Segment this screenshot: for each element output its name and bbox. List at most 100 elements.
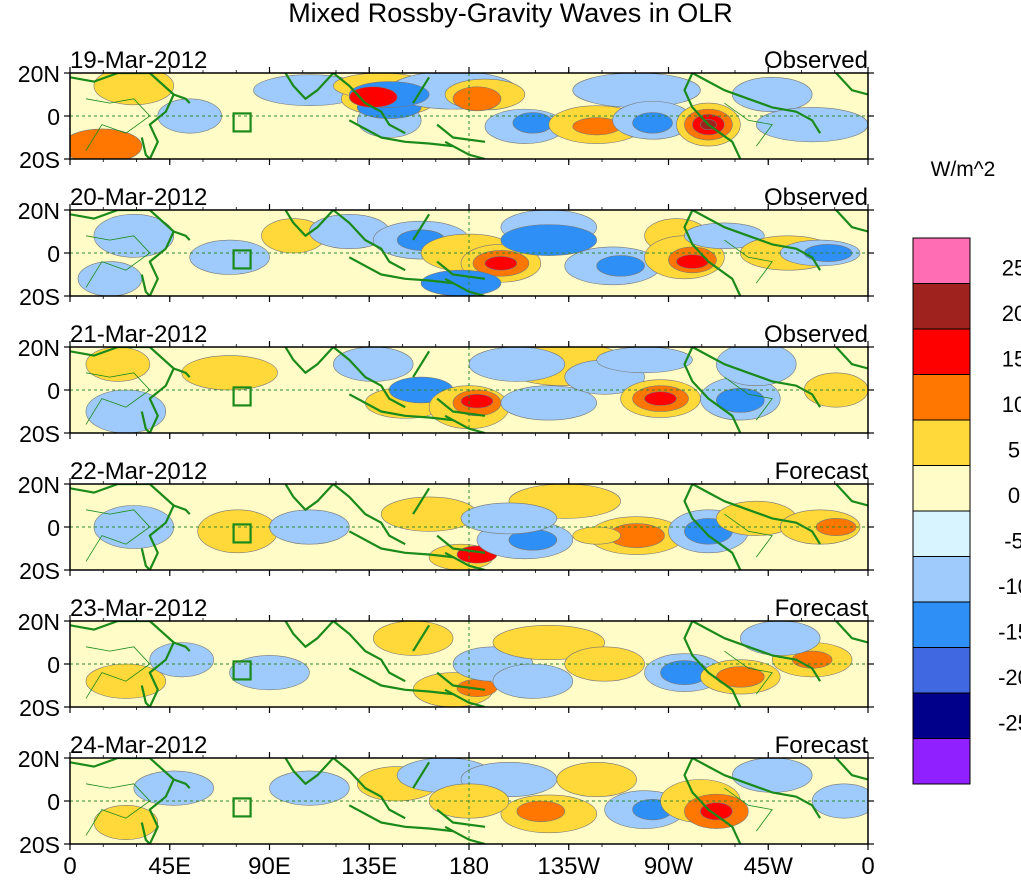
positive-anomaly xyxy=(70,128,143,159)
colorbar-swatch xyxy=(912,237,971,284)
coastline-philippines xyxy=(412,350,431,378)
panel-type: Forecast xyxy=(775,458,869,485)
panel-date: 22-Mar-2012 xyxy=(70,458,207,485)
positive-anomaly xyxy=(492,624,605,661)
reference-box xyxy=(232,660,252,681)
lat-label: 20N xyxy=(18,746,60,772)
map-panel: 20N 0 20S 21-Mar-2012 Observed xyxy=(18,321,874,447)
coastline-indonesia xyxy=(348,393,454,422)
panel-type: Forecast xyxy=(775,732,869,759)
coastline-west-africa xyxy=(835,347,868,370)
negative-anomaly xyxy=(333,347,414,382)
positive-anomaly xyxy=(516,800,566,822)
panel-type: Observed xyxy=(764,321,868,348)
borders-south-america xyxy=(724,102,773,147)
positive-anomaly xyxy=(197,509,278,554)
map-panel: 20N 0 20S 19-Mar-2012 Observed xyxy=(18,47,874,173)
coastline-australia xyxy=(444,688,486,707)
lat-label: 0 xyxy=(47,104,60,130)
negative-anomaly xyxy=(684,222,765,249)
coastline-americas-east xyxy=(691,621,822,682)
colorbar-swatch xyxy=(912,601,971,648)
panel-type: Observed xyxy=(764,184,868,211)
coastline-madagascar xyxy=(140,822,151,844)
coastline-indonesia xyxy=(348,256,454,285)
negative-anomaly xyxy=(492,663,574,699)
positive-anomaly xyxy=(452,86,502,112)
colorbar-swatch xyxy=(912,692,971,739)
figure-title: Mixed Rossby-Gravity Waves in OLR xyxy=(288,0,733,28)
colorbar-swatch xyxy=(912,465,971,512)
negative-anomaly xyxy=(632,112,673,134)
panel-date: 21-Mar-2012 xyxy=(70,321,207,348)
negative-anomaly xyxy=(596,347,693,374)
lon-label: 90E xyxy=(248,853,291,880)
lat-label: 20N xyxy=(18,198,60,224)
coastline-australia xyxy=(444,414,486,433)
coastline-west-africa xyxy=(835,210,868,233)
coastline-philippines xyxy=(412,487,431,515)
coastline-india xyxy=(284,210,335,237)
positive-anomaly xyxy=(700,802,733,821)
negative-anomaly xyxy=(755,107,868,143)
coastline-new-guinea xyxy=(436,671,486,691)
coastline-se-asia xyxy=(332,758,406,820)
panel-type: Observed xyxy=(764,47,868,74)
coastline-madagascar xyxy=(140,137,151,159)
positive-anomaly xyxy=(181,355,278,391)
coastline-new-guinea xyxy=(436,397,486,417)
colorbar: W/m^2 25 20 15 10 5 0 -5 -10 -15 -20 -25 xyxy=(912,158,1021,785)
positive-anomaly xyxy=(372,621,454,656)
coastline-indonesia xyxy=(348,804,454,833)
positive-anomaly xyxy=(644,391,677,406)
borders-south-america xyxy=(724,513,773,558)
negative-anomaly xyxy=(716,347,797,386)
coastline-americas-east xyxy=(691,347,822,408)
positive-anomaly xyxy=(572,526,621,545)
lat-label: 20S xyxy=(19,284,60,310)
colorbar-swatch xyxy=(912,556,971,603)
coastline-west-africa xyxy=(835,758,868,781)
colorbar-swatch xyxy=(912,647,971,694)
negative-anomaly xyxy=(596,255,645,277)
colorbar-swatch xyxy=(912,328,971,375)
lat-label: 20S xyxy=(19,147,60,173)
lat-label: 20N xyxy=(18,472,60,498)
colorbar-label: 15 xyxy=(1002,347,1021,372)
coastline-new-guinea xyxy=(436,808,486,828)
colorbar-label: 20 xyxy=(1002,301,1021,326)
map-panel: 20N 0 20S 20-Mar-2012 Observed xyxy=(18,184,874,310)
colorbar-swatch xyxy=(912,738,971,785)
lon-label: 135W xyxy=(537,853,600,880)
negative-anomaly xyxy=(420,269,502,296)
coastline-americas-east xyxy=(691,210,822,271)
colorbar-swatch xyxy=(912,419,971,466)
coastline-west-africa xyxy=(835,621,868,644)
negative-anomaly xyxy=(460,502,558,535)
negative-anomaly xyxy=(572,73,701,108)
coastline-madagascar xyxy=(140,685,151,707)
colorbar-label: 0 xyxy=(1008,483,1020,508)
reference-box xyxy=(232,523,252,544)
coastline-philippines xyxy=(412,624,431,652)
lat-label: 0 xyxy=(47,378,60,404)
negative-anomaly xyxy=(740,621,821,656)
reference-box xyxy=(232,112,252,133)
negative-anomaly xyxy=(133,770,214,806)
panel-date: 24-Mar-2012 xyxy=(70,732,207,759)
colorbar-label: -10 xyxy=(998,574,1021,599)
coastline-se-asia xyxy=(332,210,406,272)
lat-label: 20S xyxy=(19,695,60,721)
lon-label: 135E xyxy=(341,853,397,880)
coastline-madagascar xyxy=(140,548,151,570)
coastline-se-asia xyxy=(332,621,406,683)
negative-anomaly xyxy=(500,224,597,256)
lat-label: 0 xyxy=(47,652,60,678)
lat-label: 0 xyxy=(47,241,60,267)
map-field xyxy=(70,73,868,159)
coastline-horn xyxy=(173,778,191,789)
panel-date: 20-Mar-2012 xyxy=(70,184,207,211)
positive-anomaly xyxy=(556,761,637,798)
lat-label: 20S xyxy=(19,558,60,584)
colorbar-swatch xyxy=(912,510,971,557)
